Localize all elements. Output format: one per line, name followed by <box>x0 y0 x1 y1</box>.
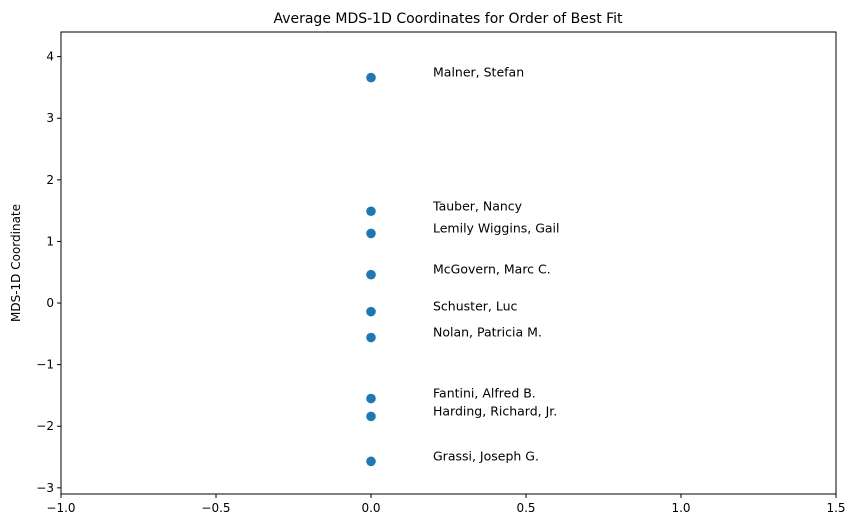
data-point <box>366 393 376 404</box>
x-tick-label: 1.5 <box>826 501 845 515</box>
data-point <box>366 206 376 217</box>
y-tick-label: 4 <box>46 50 54 64</box>
point-label: Lemily Wiggins, Gail <box>433 220 560 235</box>
point-label: Harding, Richard, Jr. <box>433 403 557 418</box>
data-point <box>366 269 376 280</box>
x-tick-label: −0.5 <box>201 501 230 515</box>
point-label: Tauber, Nancy <box>432 198 523 213</box>
point-label: Nolan, Patricia M. <box>433 325 542 340</box>
data-point <box>366 228 376 239</box>
x-tick-label: 0.5 <box>516 501 535 515</box>
data-point <box>366 411 376 422</box>
data-point <box>366 456 376 467</box>
data-point <box>366 72 376 83</box>
y-tick-label: 1 <box>46 234 54 248</box>
point-label: Grassi, Joseph G. <box>433 448 539 463</box>
chart-title: Average MDS-1D Coordinates for Order of … <box>273 11 623 27</box>
x-tick-label: 1.0 <box>671 501 690 515</box>
point-label: Schuster, Luc <box>433 299 518 314</box>
y-tick-label: 0 <box>46 296 54 310</box>
point-label: Fantini, Alfred B. <box>433 386 536 401</box>
data-point <box>366 306 376 317</box>
point-label: McGovern, Marc C. <box>433 262 551 277</box>
y-tick-label: −1 <box>36 358 54 372</box>
x-tick-label: 0.0 <box>361 501 380 515</box>
x-tick-label: −1.0 <box>46 501 75 515</box>
plot-frame <box>60 31 837 495</box>
data-point <box>366 332 376 343</box>
y-tick-label: 3 <box>46 111 54 125</box>
y-tick-label: 2 <box>46 173 54 187</box>
y-axis-label: MDS-1D Coordinate <box>9 204 23 322</box>
y-tick-label: −3 <box>36 481 54 495</box>
point-label: Malner, Stefan <box>433 65 524 80</box>
y-tick-label: −2 <box>36 419 54 433</box>
